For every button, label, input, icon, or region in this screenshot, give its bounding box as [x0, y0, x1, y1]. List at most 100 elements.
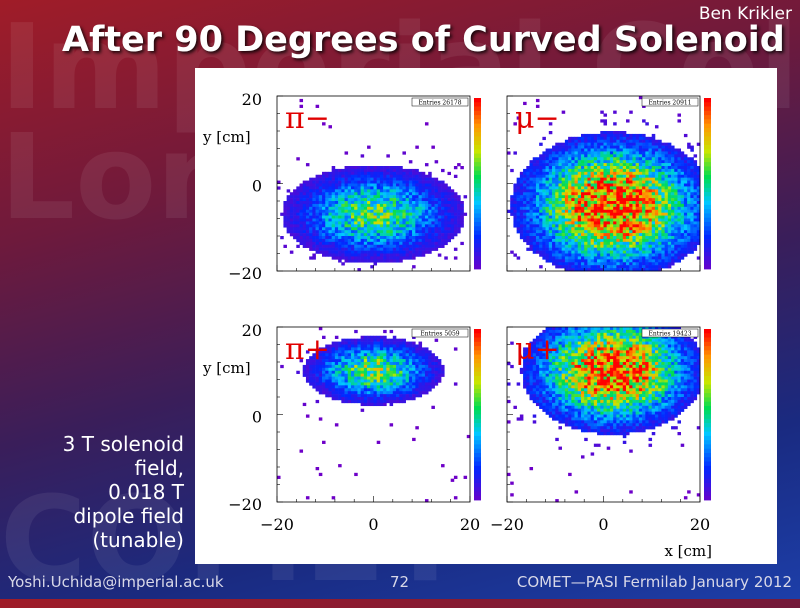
histogram-bin — [652, 236, 656, 239]
histogram-bin — [594, 224, 598, 227]
histogram-bin — [283, 216, 287, 219]
histogram-bin — [674, 184, 678, 187]
histogram-bin — [332, 365, 336, 368]
histogram-bin — [338, 350, 342, 353]
histogram-bin — [581, 224, 585, 227]
histogram-bin — [296, 201, 300, 204]
histogram-bin — [562, 192, 566, 195]
histogram-bin — [626, 219, 630, 222]
histogram-bin — [399, 350, 403, 353]
histogram-bin — [597, 213, 601, 216]
histogram-bin — [390, 213, 394, 216]
histogram-bin — [613, 236, 617, 239]
histogram-bin — [555, 166, 559, 169]
histogram-bin — [568, 186, 572, 189]
histogram-bin — [393, 359, 397, 362]
histogram-bin — [581, 259, 585, 262]
histogram-bin — [568, 184, 572, 187]
histogram-bin — [348, 350, 352, 353]
histogram-bin — [354, 245, 358, 248]
histogram-bin — [552, 210, 556, 213]
histogram-bin — [322, 204, 326, 207]
histogram-bin — [460, 210, 464, 213]
histogram-bin — [425, 219, 429, 222]
histogram-bin — [322, 172, 326, 175]
histogram-bin — [690, 163, 694, 166]
histogram-bin — [335, 210, 339, 213]
histogram-bin — [354, 382, 358, 385]
histogram-bin — [549, 216, 553, 219]
histogram-bin — [364, 236, 368, 239]
histogram-bin — [591, 137, 595, 140]
histogram-bin — [649, 157, 653, 160]
histogram-bin — [374, 350, 378, 353]
histogram-bin — [332, 391, 336, 394]
histogram-bin — [607, 242, 611, 245]
histogram-bin — [661, 160, 665, 163]
histogram-bin — [610, 227, 614, 230]
color-scale-segment — [474, 158, 481, 163]
histogram-bin — [312, 374, 316, 377]
histogram-bin — [620, 151, 624, 154]
histogram-bin — [428, 172, 432, 175]
histogram-bin — [374, 230, 378, 233]
histogram-bin — [415, 394, 419, 397]
histogram-bin — [677, 224, 681, 227]
histogram-bin — [354, 377, 358, 380]
histogram-bin — [549, 163, 553, 166]
histogram-bin — [322, 221, 326, 224]
histogram-bin — [597, 256, 601, 259]
histogram-bin — [396, 350, 400, 353]
histogram-bin — [542, 195, 546, 198]
histogram-bin — [639, 189, 643, 192]
histogram-bin — [668, 245, 672, 248]
histogram-bin — [684, 154, 688, 157]
histogram-bin — [555, 216, 559, 219]
histogram-bin — [681, 227, 685, 230]
histogram-bin — [620, 248, 624, 251]
histogram-bin — [584, 195, 588, 198]
histogram-bin — [364, 400, 368, 403]
histogram-bin — [600, 157, 604, 160]
histogram-bin — [542, 169, 546, 172]
histogram-bin — [412, 236, 416, 239]
histogram-bin — [578, 265, 582, 268]
histogram-bin — [412, 242, 416, 245]
histogram-bin — [348, 345, 352, 348]
histogram-bin — [684, 245, 688, 248]
histogram-bin — [623, 172, 627, 175]
histogram-bin — [351, 394, 355, 397]
histogram-bin — [309, 224, 313, 227]
histogram-bin — [367, 339, 371, 342]
histogram-bin — [441, 230, 445, 233]
histogram-bin — [435, 233, 439, 236]
histogram-bin — [351, 388, 355, 391]
histogram-bin — [523, 178, 527, 181]
histogram-bin — [348, 236, 352, 239]
histogram-bin — [316, 242, 320, 245]
histogram-bin — [409, 236, 413, 239]
histogram-bin — [655, 251, 659, 254]
histogram-bin — [435, 377, 439, 380]
histogram-bin — [549, 204, 553, 207]
histogram-bin — [328, 181, 332, 184]
histogram-bin — [431, 216, 435, 219]
histogram-bin — [671, 201, 675, 204]
histogram-bin — [604, 248, 608, 251]
histogram-bin — [438, 380, 442, 383]
histogram-bin — [419, 239, 423, 242]
histogram-bin — [636, 186, 640, 189]
histogram-bin — [367, 362, 371, 365]
histogram-bin — [536, 186, 540, 189]
histogram-bin — [565, 154, 569, 157]
histogram-bin — [668, 262, 672, 265]
histogram-bin — [374, 374, 378, 377]
histogram-bin — [539, 210, 543, 213]
histogram-bin — [328, 236, 332, 239]
histogram-bin — [406, 251, 410, 254]
histogram-bin — [565, 219, 569, 222]
histogram-bin — [335, 172, 339, 175]
histogram-bin — [645, 236, 649, 239]
histogram-bin — [674, 198, 678, 201]
histogram-bin — [584, 219, 588, 222]
